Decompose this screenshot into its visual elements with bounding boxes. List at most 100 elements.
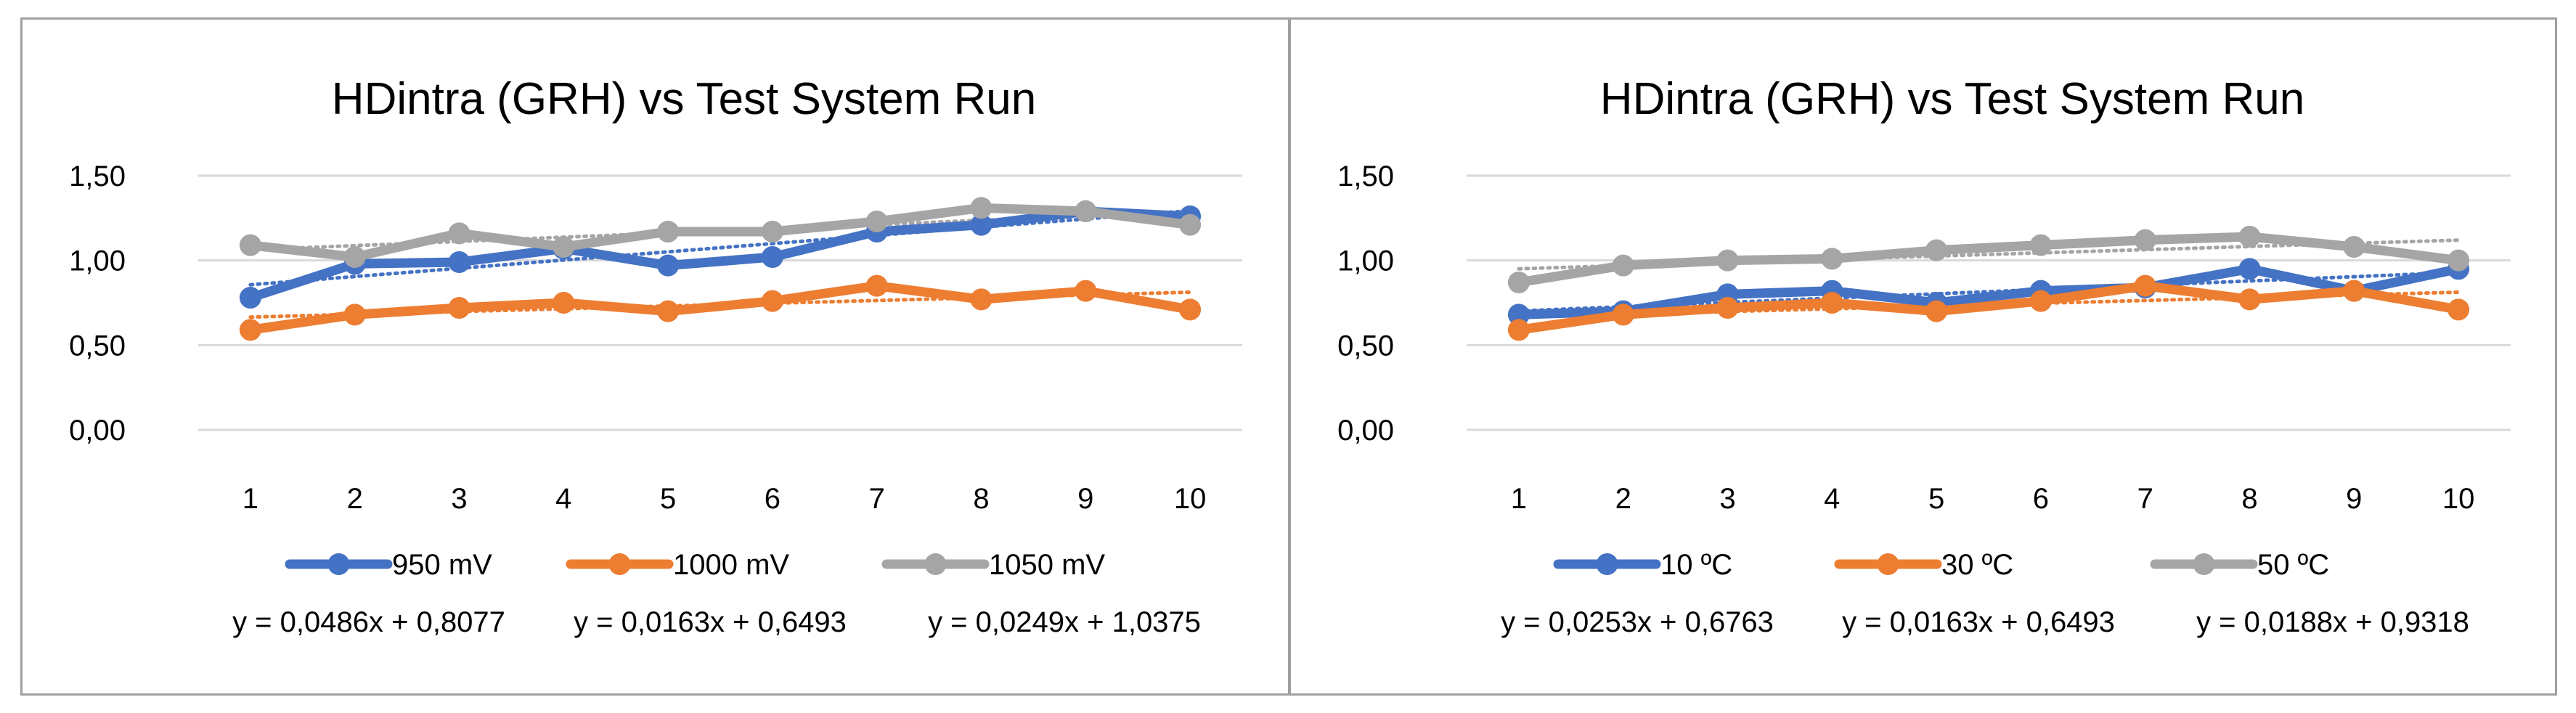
data-point: [970, 213, 993, 236]
x-tick-label: 1: [1511, 483, 1527, 515]
legend-swatch-marker: [1877, 553, 1899, 575]
data-point: [1925, 239, 1948, 261]
data-point: [553, 236, 575, 258]
series-line-3: [245, 203, 1195, 262]
data-point: [553, 292, 575, 314]
chart-title: HDintra (GRH) vs Test System Run: [332, 74, 1036, 124]
y-tick-label: 1,00: [1337, 245, 1394, 277]
data-point: [1612, 254, 1634, 277]
data-point: [1075, 280, 1097, 302]
data-point: [2134, 274, 2156, 297]
data-point: [1716, 297, 1739, 319]
data-point: [657, 254, 680, 277]
data-point: [2029, 290, 2052, 312]
data-point: [865, 211, 888, 232]
chart-title: HDintra (GRH) vs Test System Run: [1600, 74, 2304, 124]
data-point: [2343, 236, 2365, 258]
charts-divider: [1288, 17, 1291, 696]
data-point: [657, 221, 680, 243]
data-point: [2238, 258, 2261, 280]
x-tick-label: 8: [973, 483, 989, 515]
data-point: [2134, 229, 2156, 251]
legend-label: 1050 mV: [989, 549, 1105, 581]
data-point: [343, 303, 366, 326]
x-tick-label: 4: [1824, 483, 1840, 515]
x-tick-label: 10: [2442, 483, 2475, 515]
legend-swatch-marker: [608, 553, 631, 575]
trendline-series-1: [248, 208, 1192, 287]
data-point: [761, 221, 783, 243]
series-line-3: [1514, 232, 2463, 288]
legend-swatch-marker: [327, 553, 350, 575]
series-line-2: [1514, 281, 2463, 335]
x-tick-label: 10: [1174, 483, 1207, 515]
chart-left: HDintra (GRH) vs Test System Run 0,00 0,50…: [69, 74, 1242, 638]
trendline-equation: y = 0,0486x + 0,8077: [232, 606, 505, 638]
x-tick-label: 9: [2346, 483, 2362, 515]
y-tick-label: 1,50: [69, 160, 126, 192]
data-point: [970, 197, 993, 219]
data-point: [1075, 200, 1097, 222]
data-point: [2447, 249, 2470, 272]
data-point: [1507, 272, 1530, 293]
y-tick-label: 0,50: [69, 330, 126, 362]
series-line-1: [245, 206, 1195, 303]
data-point: [2343, 280, 2365, 302]
data-point: [1925, 300, 1948, 322]
x-tick-label: 9: [1077, 483, 1093, 515]
x-tick-label: 1: [242, 483, 258, 515]
data-point: [239, 287, 261, 309]
y-tick-label: 0,00: [1337, 415, 1394, 447]
legend-label: 10 ºC: [1660, 549, 1732, 581]
x-tick-label: 2: [1615, 483, 1631, 515]
data-point: [1507, 319, 1530, 341]
series-line-2: [245, 281, 1195, 335]
data-point: [239, 234, 261, 256]
data-point: [2447, 298, 2470, 321]
data-point: [1179, 298, 1202, 321]
data-point: [865, 274, 888, 297]
y-tick-label: 1,50: [1337, 160, 1394, 192]
legend-label: 1000 mV: [673, 549, 789, 581]
series-line-1: [1514, 264, 2463, 319]
data-point: [2029, 234, 2052, 256]
y-tick-label: 0,50: [1337, 330, 1394, 362]
x-tick-label: 3: [451, 483, 467, 515]
data-point: [448, 251, 470, 273]
chart-right: HDintra (GRH) vs Test System Run 0,00 0,50…: [1337, 74, 2511, 638]
x-tick-label: 6: [765, 483, 780, 515]
trendline-equation: y = 0,0163x + 0,6493: [1842, 606, 2115, 638]
legend-swatch-marker: [924, 553, 947, 575]
trendline-equation: y = 0,0249x + 1,0375: [928, 606, 1201, 638]
data-point: [1612, 303, 1634, 326]
x-tick-label: 2: [347, 483, 363, 515]
trendline-equation: y = 0,0188x + 0,9318: [2196, 606, 2469, 638]
data-point: [239, 319, 261, 341]
data-point: [1821, 248, 1843, 270]
x-tick-label: 6: [2033, 483, 2049, 515]
y-tick-label: 1,00: [69, 245, 126, 277]
x-tick-label: 8: [2241, 483, 2257, 515]
trendline-equation: y = 0,0163x + 0,6493: [574, 606, 847, 638]
data-point: [448, 222, 470, 245]
legend-swatch-marker: [1596, 553, 1618, 575]
x-tick-label: 7: [2137, 483, 2153, 515]
legend-label: 30 ºC: [1941, 549, 2013, 581]
legend-label: 950 mV: [392, 549, 492, 581]
x-tick-label: 5: [660, 483, 676, 515]
data-point: [761, 246, 783, 268]
legend-swatch-marker: [2193, 553, 2215, 575]
y-tick-label: 0,00: [69, 415, 126, 447]
data-point: [448, 297, 470, 319]
data-point: [1507, 303, 1530, 326]
data-point: [1821, 292, 1843, 314]
data-point: [2238, 288, 2261, 311]
data-point: [1716, 249, 1739, 272]
legend-label: 50 ºC: [2257, 549, 2329, 581]
x-tick-label: 7: [869, 483, 885, 515]
data-point: [1179, 213, 1202, 236]
trendline-equation: y = 0,0253x + 0,6763: [1501, 606, 1774, 638]
x-tick-label: 4: [555, 483, 571, 515]
data-point: [761, 290, 783, 312]
x-tick-label: 5: [1928, 483, 1944, 515]
